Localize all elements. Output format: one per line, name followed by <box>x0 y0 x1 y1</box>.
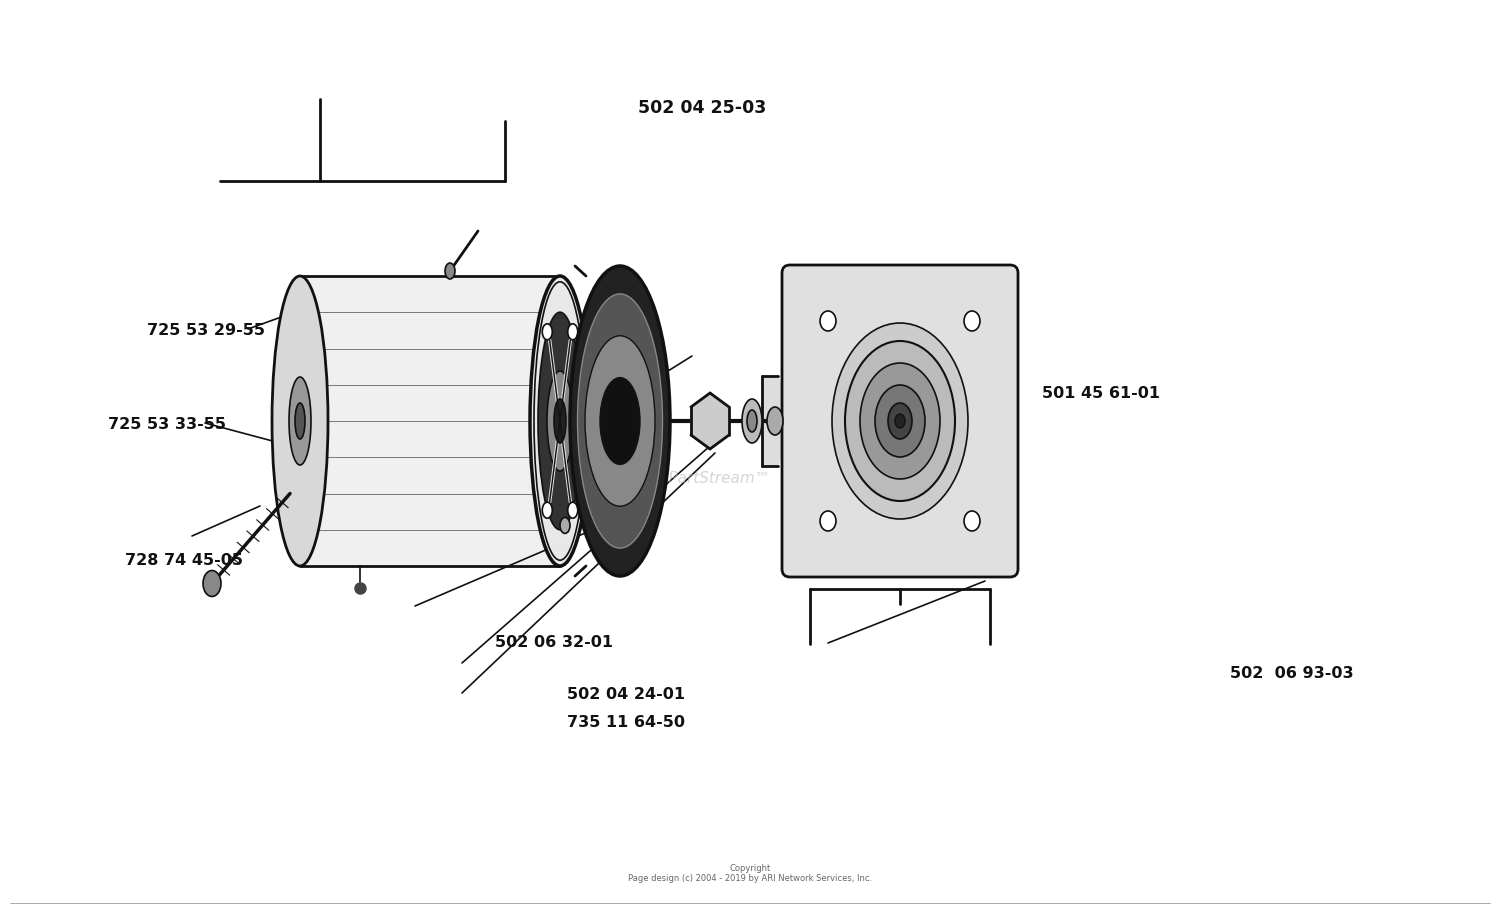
Ellipse shape <box>543 324 552 341</box>
Text: 725 53 33-55: 725 53 33-55 <box>108 416 226 431</box>
Ellipse shape <box>874 385 926 457</box>
Text: 502 04 24-01: 502 04 24-01 <box>567 687 686 701</box>
Ellipse shape <box>567 503 578 518</box>
Polygon shape <box>692 394 729 449</box>
Ellipse shape <box>578 294 663 548</box>
FancyBboxPatch shape <box>782 266 1018 578</box>
Ellipse shape <box>844 342 956 501</box>
Text: 502 04 25-03: 502 04 25-03 <box>638 98 766 117</box>
Ellipse shape <box>543 503 552 518</box>
Ellipse shape <box>859 363 940 479</box>
Ellipse shape <box>821 312 836 332</box>
Ellipse shape <box>446 263 454 280</box>
Ellipse shape <box>554 400 566 444</box>
Text: Copyright
Page design (c) 2004 - 2019 by ARI Network Services, Inc.: Copyright Page design (c) 2004 - 2019 by… <box>628 863 872 883</box>
Ellipse shape <box>964 511 980 531</box>
Text: 502 06 32-01: 502 06 32-01 <box>495 635 614 650</box>
Ellipse shape <box>548 372 573 472</box>
Ellipse shape <box>290 377 310 466</box>
Polygon shape <box>762 376 790 466</box>
Text: 728 74 45-05: 728 74 45-05 <box>124 553 243 568</box>
Text: 502  06 93-03: 502 06 93-03 <box>1230 665 1353 680</box>
Ellipse shape <box>570 267 670 577</box>
Ellipse shape <box>766 407 783 435</box>
Text: 725 53 29-55: 725 53 29-55 <box>147 322 266 337</box>
Ellipse shape <box>742 400 762 444</box>
Bar <box>300 277 560 567</box>
Text: ARI PartStream™: ARI PartStream™ <box>639 471 771 486</box>
Ellipse shape <box>896 415 904 428</box>
Ellipse shape <box>600 378 640 465</box>
Text: 735 11 64-50: 735 11 64-50 <box>567 714 686 729</box>
Ellipse shape <box>538 312 582 530</box>
Ellipse shape <box>747 411 758 433</box>
Ellipse shape <box>888 404 912 439</box>
Ellipse shape <box>202 571 220 597</box>
Ellipse shape <box>272 277 328 567</box>
Ellipse shape <box>560 517 570 534</box>
Ellipse shape <box>530 277 590 567</box>
Ellipse shape <box>585 336 656 507</box>
Ellipse shape <box>296 404 304 439</box>
Ellipse shape <box>833 323 968 519</box>
Ellipse shape <box>790 273 1010 569</box>
Ellipse shape <box>821 511 836 531</box>
Ellipse shape <box>567 324 578 341</box>
Ellipse shape <box>964 312 980 332</box>
Text: 501 45 61-01: 501 45 61-01 <box>1042 386 1161 401</box>
